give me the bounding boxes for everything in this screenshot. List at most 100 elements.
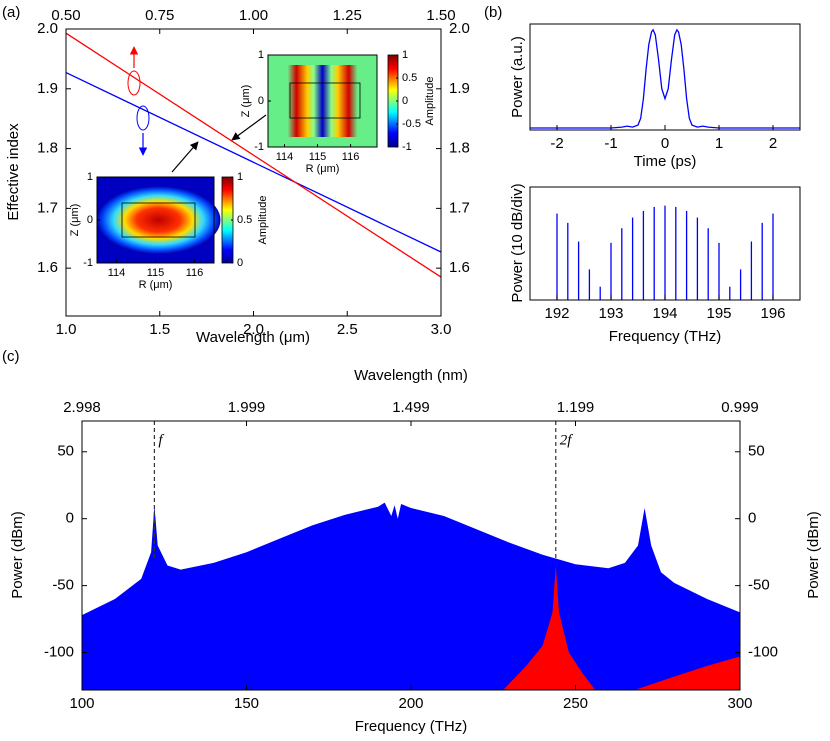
tick-label: 200: [398, 695, 423, 712]
axis-label: Frequency (THz): [609, 328, 722, 345]
tick-label: 0.5: [402, 72, 417, 84]
tick-label: 1: [258, 49, 264, 61]
axis-label: Z (μm): [240, 85, 252, 118]
tick-label: 1.5: [149, 321, 170, 338]
tick-label: 1.50: [426, 7, 455, 24]
axis-label: Wavelength (nm): [354, 367, 468, 384]
tick-label: -50: [748, 577, 770, 594]
tick-label: 1.6: [449, 259, 470, 276]
axis-label: Amplitude: [424, 77, 436, 126]
tick-label: 1.00: [239, 7, 268, 24]
tick-label: 0: [237, 257, 243, 269]
axis-label: Power (dBm): [9, 511, 26, 599]
axis-label: Effective index: [5, 123, 22, 221]
tick-label: 1.9: [37, 80, 58, 97]
heatmap-field: [268, 65, 377, 137]
tick-label: 0: [402, 95, 408, 107]
tick-label: 2.0: [449, 20, 470, 37]
tick-label: -1: [254, 141, 264, 153]
tick-label: 0.50: [51, 7, 80, 24]
tick-label: -50: [52, 577, 74, 594]
annotation-label: 2f: [560, 432, 574, 448]
axis-label: R (μm): [306, 163, 340, 175]
waveguide-outline: [121, 202, 196, 238]
tick-label: -0.5: [402, 118, 421, 130]
tick-label: 0.5: [237, 214, 252, 226]
tick-label: -1: [83, 257, 93, 269]
tick-label: 250: [563, 695, 588, 712]
tick-label: 1: [237, 171, 243, 183]
tick-label: 1: [715, 135, 723, 152]
tick-label: 0: [748, 510, 756, 527]
tick-label: 2.0: [37, 20, 58, 37]
axis-label: Z (μm): [69, 204, 81, 237]
tick-label: 1.199: [557, 399, 595, 416]
annotation-label: f: [158, 432, 164, 448]
tick-label: 114: [108, 267, 126, 279]
tick-label: 0: [87, 214, 93, 226]
tick-label: 300: [727, 695, 752, 712]
tick-label: 50: [748, 443, 765, 460]
tick-label: -100: [44, 643, 74, 660]
axis-label: Power (dBm): [805, 511, 822, 599]
tick-label: 1.0: [56, 321, 77, 338]
line-series: [65, 72, 442, 253]
tick-label: 194: [652, 305, 677, 322]
tick-label: 1: [402, 49, 408, 61]
tick-label: 116: [342, 151, 360, 163]
tick-label: 116: [186, 267, 204, 279]
area-series: [82, 502, 740, 690]
tick-label: 100: [69, 695, 94, 712]
axis-label: Wavelength (μm): [196, 329, 310, 346]
tick-label: -100: [748, 643, 778, 660]
tick-label: 193: [598, 305, 623, 322]
tick-label: 0.75: [145, 7, 174, 24]
tick-label: 150: [234, 695, 259, 712]
tick-label: 115: [147, 267, 165, 279]
tick-label: 1.8: [449, 140, 470, 157]
tick-label: 192: [544, 305, 569, 322]
axis-label: Power (10 dB/div): [509, 183, 526, 302]
tick-label: 114: [276, 151, 294, 163]
tick-label: 1.6: [37, 259, 58, 276]
tick-label: 195: [706, 305, 731, 322]
tick-label: 1.25: [333, 7, 362, 24]
tick-label: 1.7: [449, 199, 470, 216]
tick-label: 1.999: [228, 399, 266, 416]
axis-label: Time (ps): [634, 153, 697, 170]
axis-label: Amplitude: [257, 196, 269, 245]
tick-label: 2.0: [243, 321, 264, 338]
tick-label: 2.998: [63, 399, 101, 416]
tick-label: 196: [760, 305, 785, 322]
tick-label: -1: [604, 135, 617, 152]
tick-label: 0: [258, 95, 264, 107]
axis-label: Power (a.u.): [509, 36, 526, 118]
panel-label: (a): [2, 4, 20, 21]
waveguide-outline: [289, 82, 361, 119]
tick-label: 1.8: [37, 140, 58, 157]
panel-label: (c): [2, 348, 20, 365]
polarization-markers: [127, 46, 267, 173]
tick-label: 0: [661, 135, 669, 152]
tick-label: 0.999: [721, 399, 759, 416]
tick-label: 1.9: [449, 80, 470, 97]
tick-label: 1.7: [37, 199, 58, 216]
axis-label: R (μm): [139, 279, 173, 291]
heatmap-field: [96, 186, 221, 254]
panel-label: (b): [484, 4, 502, 21]
line-series: [530, 28, 800, 129]
tick-label: 1.499: [392, 399, 430, 416]
tick-label: 2.5: [337, 321, 358, 338]
tick-label: 2: [769, 135, 777, 152]
tick-label: -2: [550, 135, 563, 152]
tick-label: -1: [402, 141, 412, 153]
line-series: [65, 32, 442, 278]
tick-label: 115: [309, 151, 327, 163]
area-series: [503, 565, 740, 690]
tick-label: 3.0: [431, 321, 452, 338]
tick-label: 50: [57, 443, 74, 460]
tick-label: 1: [87, 171, 93, 183]
tick-label: 0: [66, 510, 74, 527]
axis-label: Frequency (THz): [355, 718, 468, 735]
